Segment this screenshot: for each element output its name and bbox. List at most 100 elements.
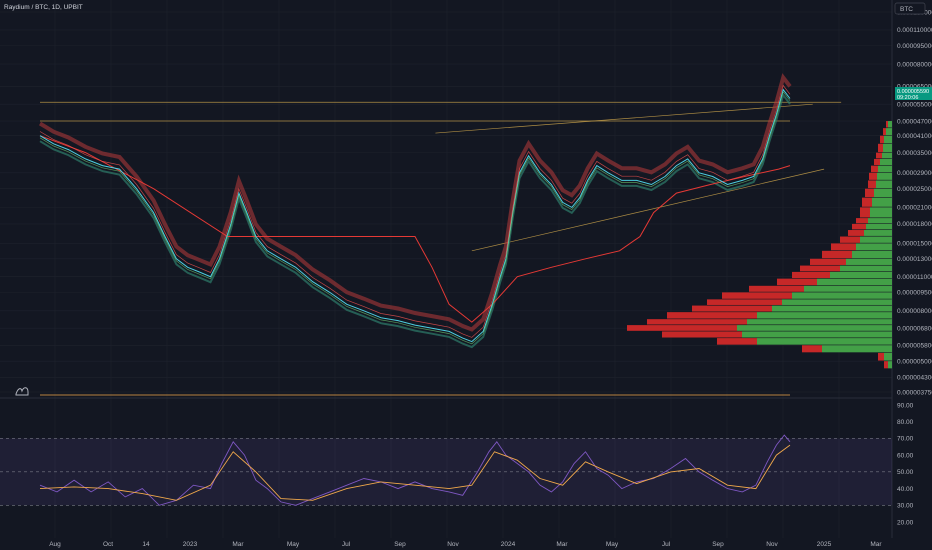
volume-profile-sell-bar xyxy=(869,172,877,180)
time-tick-label: Sep xyxy=(394,541,406,548)
volume-profile-sell-bar xyxy=(884,361,888,369)
last-price-tag: 0.000005590 09:20:06 xyxy=(895,87,932,101)
ma-line-red xyxy=(39,84,791,338)
time-tick-label: Aug xyxy=(49,541,61,548)
countdown: 09:20:06 xyxy=(897,95,918,101)
volume-profile-buy-bar xyxy=(866,223,892,230)
rsi-tick-label: 50.00 xyxy=(897,469,914,476)
price-axis[interactable]: 0.0001300000.0001100000.0000950000.00008… xyxy=(897,9,932,396)
rsi-tick-label: 80.00 xyxy=(897,419,914,426)
price-tick-label: 0.000110000 xyxy=(897,27,932,34)
rsi-tick-label: 30.00 xyxy=(897,503,914,510)
volume-profile-sell-bar xyxy=(627,325,737,331)
volume-profile-sell-bar xyxy=(878,143,883,153)
volume-profile-sell-bar xyxy=(878,352,884,361)
volume-profile-sell-bar xyxy=(880,135,884,144)
volume-profile-buy-bar xyxy=(737,325,892,331)
price-tick-label: 0.000029000 xyxy=(897,170,932,177)
volume-profile-sell-bar xyxy=(852,223,866,230)
volume-profile-buy-bar xyxy=(868,218,892,224)
volume-profile-sell-bar xyxy=(647,319,747,325)
volume-profile-sell-bar xyxy=(810,258,846,265)
price-tick-label: 0.000080000 xyxy=(897,61,932,68)
volume-profile-buy-bar xyxy=(747,319,892,325)
volume-profile-sell-bar xyxy=(717,338,757,345)
trendline xyxy=(471,168,825,252)
volume-profile-buy-bar xyxy=(864,230,892,236)
time-tick-label: 14 xyxy=(142,541,150,548)
volume-profile-buy-bar xyxy=(860,236,892,243)
price-tick-label: 0.000006800 xyxy=(897,326,932,333)
volume-profile-sell-bar xyxy=(662,331,742,338)
volume-profile-buy-bar xyxy=(870,207,892,218)
volume-profile-buy-bar xyxy=(878,165,892,173)
rsi-axis[interactable]: 90.00 80.00 70.00 60.00 50.00 40.00 30.00 20.00 xyxy=(897,402,914,526)
price-tick-label: 0.000021000 xyxy=(897,205,932,212)
volume-profile-buy-bar xyxy=(884,352,892,361)
rsi-pane xyxy=(0,434,892,506)
rsi-tick-label: 70.00 xyxy=(897,436,914,443)
volume-profile-sell-bar xyxy=(802,345,822,353)
price-tick-label: 0.000055000 xyxy=(897,101,932,108)
tradingview-logo-icon[interactable] xyxy=(15,387,29,396)
time-tick-label: Mar xyxy=(870,541,882,548)
ma-ribbon xyxy=(38,73,792,332)
volume-profile-buy-bar xyxy=(804,285,892,292)
price-tick-label: 0.000009500 xyxy=(897,290,932,297)
price-tick-label: 0.000035000 xyxy=(897,150,932,157)
volume-profile-sell-bar xyxy=(883,128,886,136)
time-tick-label: Sep xyxy=(712,541,724,548)
price-tick-label: 0.000025000 xyxy=(897,186,932,193)
volume-profile-sell-bar xyxy=(749,285,804,292)
volume-profile-buy-bar xyxy=(882,152,892,159)
volume-profile-buy-bar xyxy=(888,121,892,128)
time-tick-label: 2024 xyxy=(501,541,516,548)
price-layer xyxy=(38,73,792,396)
volume-profile-buy-bar xyxy=(817,278,892,286)
price-tick-label: 0.000041000 xyxy=(897,133,932,140)
time-tick-label: Mar xyxy=(232,541,244,548)
last-price: 0.000005590 xyxy=(897,89,929,95)
volume-profile-sell-bar xyxy=(777,278,817,286)
price-tick-label: 0.000008000 xyxy=(897,308,932,315)
trendline xyxy=(435,103,813,134)
volume-profile-sell-bar xyxy=(792,271,830,279)
price-line xyxy=(39,88,791,343)
volume-profile-sell-bar xyxy=(848,230,864,236)
volume-profile-sell-bar xyxy=(707,299,782,305)
ma-ribbon-green xyxy=(39,92,791,349)
volume-profile-sell-bar xyxy=(822,250,852,259)
currency-box[interactable]: BTC xyxy=(894,2,926,15)
chart-title: Raydium / BTC, 1D, UPBIT xyxy=(4,4,83,11)
volume-profile-buy-bar xyxy=(757,312,892,319)
volume-profile-buy-bar xyxy=(888,361,892,369)
volume-profile-buy-bar xyxy=(840,265,892,272)
time-axis[interactable]: Aug Oct 14 2023 Mar May Jul Sep Nov 2024 Mar May Jul… xyxy=(49,541,882,548)
volume-profile-buy-bar xyxy=(782,299,892,305)
volume-profile-sell-bar xyxy=(856,218,868,224)
time-tick-label: 2023 xyxy=(183,541,198,548)
volume-profile-sell-bar xyxy=(874,158,880,166)
time-tick-label: Mar xyxy=(556,541,568,548)
price-tick-label: 0.000095000 xyxy=(897,43,932,50)
rsi-ma-line xyxy=(39,444,791,501)
time-tick-label: Nov xyxy=(766,541,778,548)
volume-profile-sell-bar xyxy=(876,152,882,159)
volume-profile-sell-bar xyxy=(865,188,874,198)
volume-profile-sell-bar xyxy=(886,121,888,128)
volume-profile-sell-bar xyxy=(722,292,792,299)
ma-line-green xyxy=(39,91,791,345)
volume-profile-buy-bar xyxy=(874,188,892,198)
price-tick-label: 0.000015000 xyxy=(897,241,932,248)
price-tick-label: 0.000005800 xyxy=(897,343,932,350)
price-tick-label: 0.000003750 xyxy=(897,389,932,396)
vwap-line xyxy=(39,135,791,323)
time-tick-label: May xyxy=(606,541,619,548)
currency-label: BTC xyxy=(900,6,913,13)
volume-profile-buy-bar xyxy=(876,180,892,189)
volume-profile-sell-bar xyxy=(831,243,856,251)
volume-profile-buy-bar xyxy=(877,172,892,180)
time-tick-label: Oct xyxy=(103,541,113,548)
volume-profile-buy-bar xyxy=(846,258,892,265)
time-tick-label: Jul xyxy=(342,541,351,548)
